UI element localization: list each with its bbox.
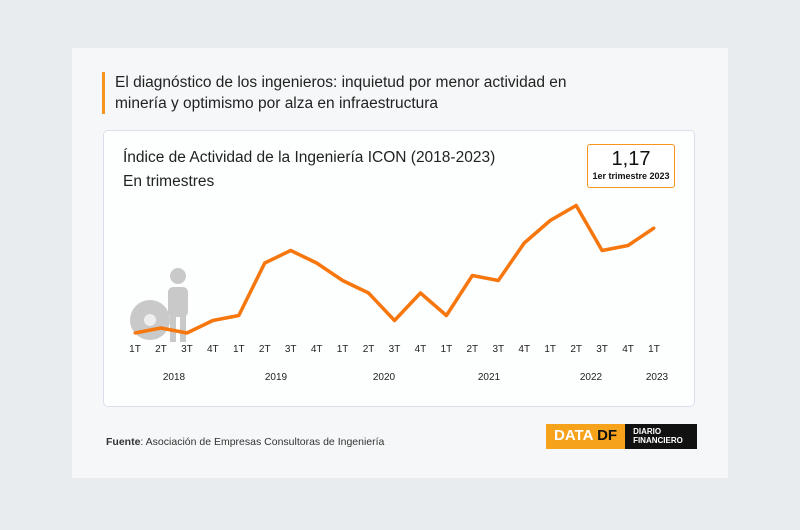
x-tick-label: 1T	[129, 344, 141, 355]
x-tick-label: 3T	[596, 344, 608, 355]
x-tick-label: 3T	[181, 344, 193, 355]
x-tick-label: 2T	[363, 344, 375, 355]
datadf-logo: DATA DF DIARIO FINANCIERO	[546, 424, 698, 449]
x-tick-label: 4T	[415, 344, 427, 355]
headline: El diagnóstico de los ingenieros: inquie…	[102, 72, 595, 114]
series-line-icon	[134, 203, 655, 335]
x-tick-label: 4T	[518, 344, 530, 355]
source-note: Fuente: Asociación de Empresas Consultor…	[106, 436, 385, 448]
data-point	[185, 331, 189, 335]
kpi-box: 1,17 1er trimestre 2023	[587, 144, 675, 188]
chart-title: Índice de Actividad de la Ingeniería ICO…	[123, 149, 496, 166]
year-label: 2021	[478, 372, 501, 383]
chart-subtitle: En trimestres	[123, 173, 215, 190]
data-point	[237, 314, 241, 317]
x-tick-label: 4T	[207, 344, 219, 355]
data-point	[418, 291, 422, 295]
person-head	[170, 268, 186, 284]
x-tick-label: 3T	[492, 344, 504, 355]
data-point	[159, 326, 163, 330]
data-point	[393, 319, 396, 322]
x-tick-label: 2T	[259, 344, 271, 355]
x-tick-label: 4T	[311, 344, 323, 355]
chart-title-block: Índice de Actividad de la Ingeniería ICO…	[123, 146, 495, 194]
data-point	[626, 244, 630, 247]
year-label: 2023	[646, 372, 669, 383]
year-label: 2018	[163, 372, 186, 383]
x-tick-label: 2T	[155, 344, 167, 355]
x-tick-label: 1T	[337, 344, 349, 355]
data-point	[522, 241, 526, 245]
x-tick-label: 2T	[467, 344, 479, 355]
data-point	[289, 249, 293, 252]
data-point	[133, 331, 137, 335]
data-point	[341, 279, 345, 282]
data-point	[548, 219, 552, 222]
data-point	[496, 279, 500, 282]
year-label: 2019	[265, 372, 288, 383]
worker-gear-icon	[130, 268, 188, 342]
x-tick-label: 1T	[441, 344, 453, 355]
x-tick-label: 2T	[570, 344, 582, 355]
x-tick-label: 3T	[285, 344, 297, 355]
x-tick-label: 4T	[622, 344, 634, 355]
data-point	[367, 291, 371, 295]
data-point	[652, 226, 656, 230]
x-tick-label: 1T	[233, 344, 245, 355]
data-point	[211, 319, 215, 322]
data-point	[574, 204, 578, 207]
year-label: 2022	[580, 372, 603, 383]
data-point	[470, 274, 474, 277]
data-point	[315, 261, 319, 265]
x-tick-label: 1T	[648, 344, 660, 355]
kpi-value: 1,17	[611, 148, 651, 170]
data-point	[444, 314, 448, 317]
data-point	[600, 249, 604, 252]
x-tick-label: 3T	[389, 344, 401, 355]
x-tick-label: 1T	[544, 344, 556, 355]
kpi-label: 1er trimestre 2023	[592, 171, 670, 181]
year-label: 2020	[373, 372, 396, 383]
data-point	[263, 261, 267, 265]
